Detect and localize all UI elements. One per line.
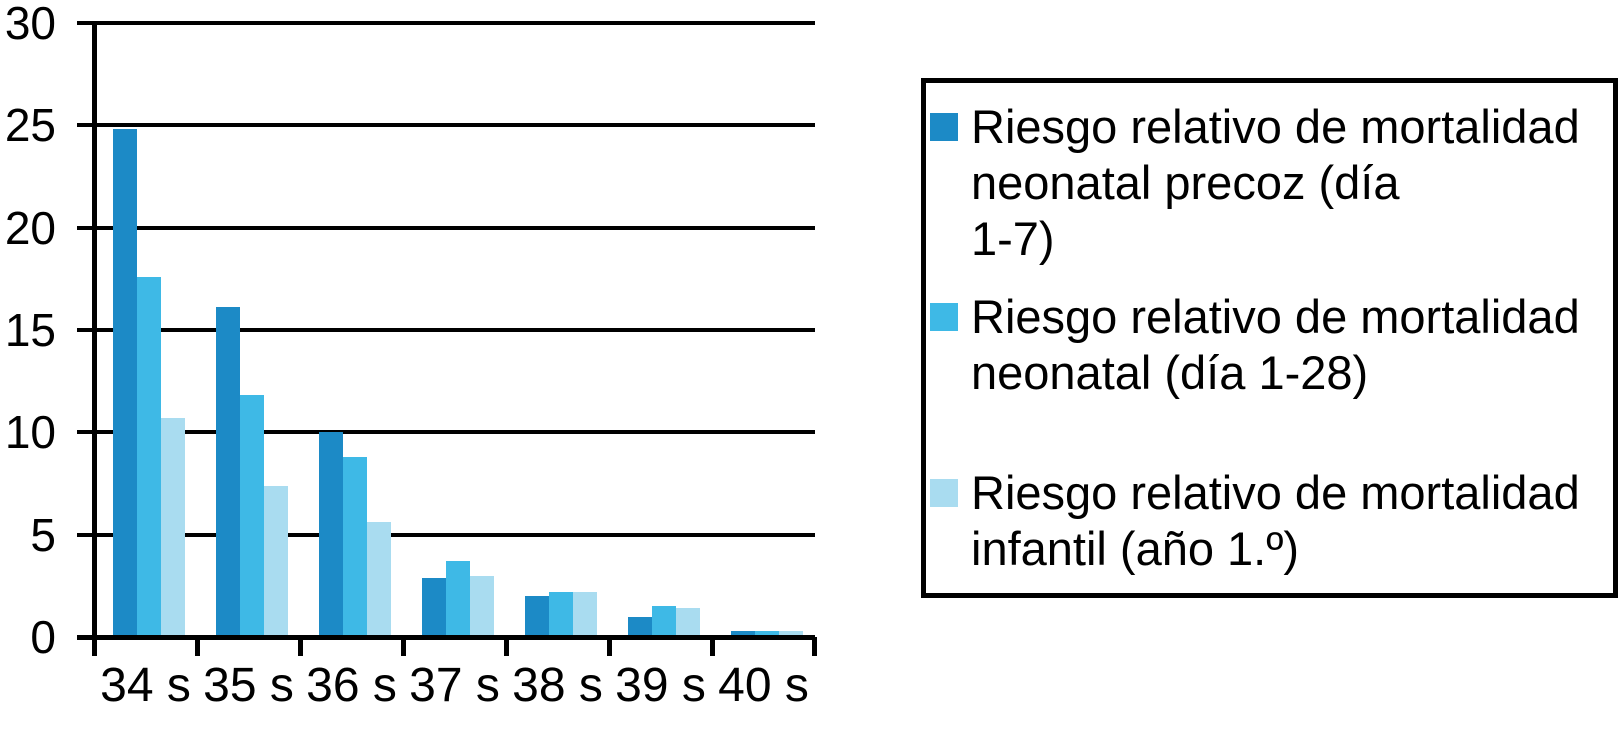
x-tick-label: 39 s [615,659,706,712]
x-tick-label: 35 s [203,659,294,712]
bar-38s-series1 [525,596,549,637]
legend-label-line: Riesgo relativo de mortalidad [971,100,1580,153]
y-tick-label: 25 [4,99,56,152]
bar-39s-series2 [652,606,676,637]
bar-40s-series2 [755,631,779,637]
x-tick [607,637,612,656]
bar-36s-series3 [367,522,391,637]
y-tick-label: 10 [4,406,56,459]
bar-37s-series2 [446,561,470,637]
bar-36s-series1 [319,432,343,637]
y-tick-label: 20 [4,201,56,254]
gridline [77,430,815,435]
bar-34s-series1 [113,129,137,637]
x-tick [92,637,97,656]
y-tick-label: 15 [4,304,56,356]
legend-label-line: neonatal (día 1-28) [971,346,1369,399]
bar-38s-series3 [573,592,597,637]
bar-36s-series2 [343,457,367,637]
bar-38s-series2 [549,592,573,637]
gridline [77,225,815,230]
x-tick-label: 34 s [100,659,191,712]
y-tick-label: 30 [4,0,56,49]
bar-37s-series3 [470,576,494,637]
x-tick [195,637,200,656]
bar-35s-series1 [216,307,240,637]
x-tick [812,637,817,656]
legend-label: Riesgo relativo de mortalidad neonatal p… [971,99,1580,267]
legend-entry: Riesgo relativo de mortalidad neonatal p… [930,99,1605,267]
legend-entry: Riesgo relativo de mortalidad neonatal (… [930,289,1605,401]
gridline [77,123,815,128]
bar-39s-series3 [676,608,700,637]
bar-34s-series3 [161,418,185,637]
bar-35s-series2 [240,395,264,637]
legend-label: Riesgo relativo de mortalidad neonatal (… [971,289,1580,401]
x-tick-label: 37 s [409,659,500,712]
y-axis-line [92,23,97,656]
legend-label-line: Riesgo relativo de mortalidad [971,290,1580,343]
bar-40s-series3 [779,631,803,637]
legend-entry: Riesgo relativo de mortalidad infantil (… [930,465,1605,577]
legend-label-line: 1-7) [971,212,1055,265]
legend-swatch-series3 [930,479,958,507]
gridline [77,532,815,537]
legend-label-line: neonatal precoz (día [971,156,1400,209]
y-tick-label: 0 [30,611,56,663]
gridline [77,328,815,332]
x-tick [710,637,715,656]
x-tick [401,637,406,656]
x-tick [504,637,509,656]
bar-37s-series1 [422,578,446,637]
legend-swatch-series2 [930,303,958,331]
gridline [77,21,815,25]
bar-39s-series1 [628,617,652,637]
x-tick-label: 38 s [512,659,603,712]
legend-label: Riesgo relativo de mortalidad infantil (… [971,465,1580,577]
x-axis-line [77,635,815,640]
x-tick [298,637,303,656]
bar-34s-series2 [137,277,161,637]
legend-label-line: Riesgo relativo de mortalidad [971,466,1580,519]
bar-40s-series1 [731,631,755,637]
y-tick-label: 5 [30,508,56,561]
legend-swatch-series1 [930,113,958,141]
bar-35s-series3 [264,486,288,637]
legend-box: Riesgo relativo de mortalidad neonatal p… [921,78,1618,598]
x-tick-label: 36 s [306,659,397,712]
plot-area [77,21,817,656]
legend-label-line: infantil (año 1.º) [971,522,1300,575]
x-tick-label: 40 s [718,659,809,712]
